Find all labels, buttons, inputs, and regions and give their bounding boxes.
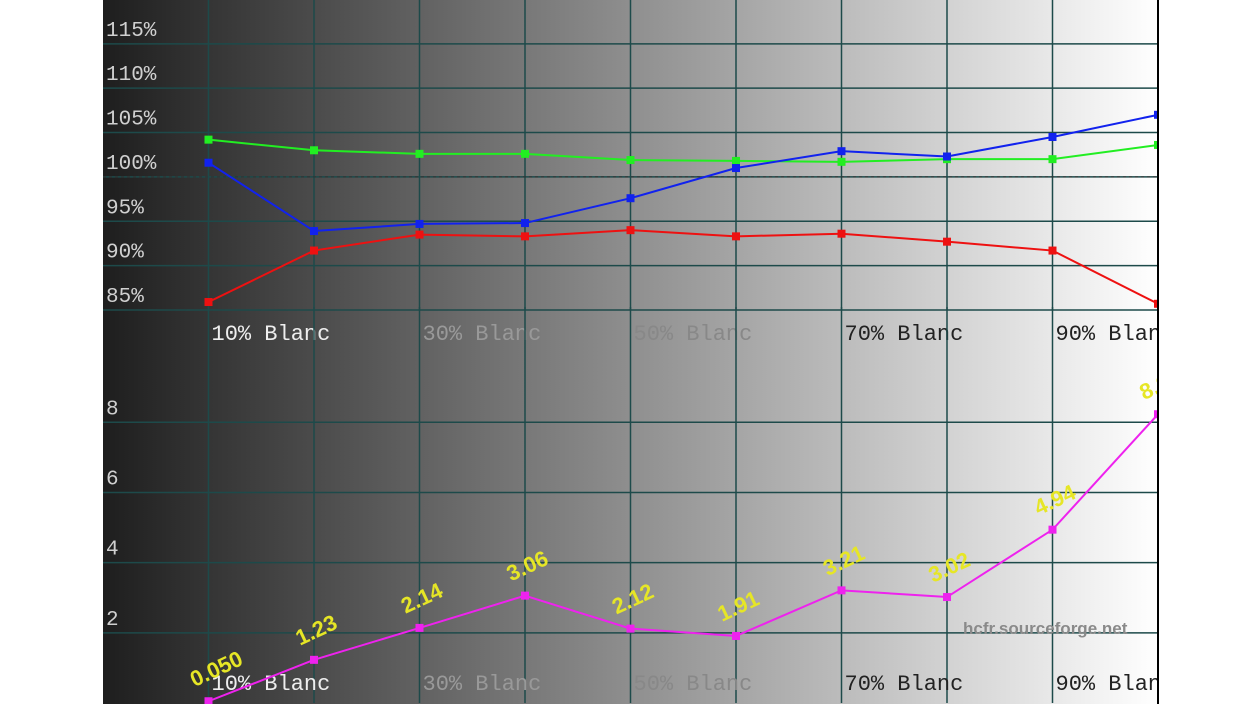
point bbox=[1154, 110, 1158, 119]
y-tick-label: 100% bbox=[106, 153, 157, 176]
point bbox=[837, 147, 846, 156]
series-line bbox=[208, 138, 1158, 163]
point bbox=[1048, 132, 1057, 141]
point bbox=[204, 298, 213, 307]
point bbox=[943, 237, 951, 246]
point bbox=[732, 164, 740, 173]
point bbox=[521, 591, 529, 600]
y-tick-label: 115% bbox=[106, 20, 157, 43]
point bbox=[415, 149, 424, 158]
point bbox=[837, 586, 846, 595]
point bbox=[310, 146, 318, 155]
point bbox=[415, 230, 424, 239]
point bbox=[204, 158, 213, 167]
plot-area: 85% 90% 95% 100% 105% 110% 115% 10% Blanc 30% Bl… bbox=[103, 0, 1175, 704]
point bbox=[521, 232, 529, 241]
y-tick-label: 90% bbox=[106, 242, 144, 265]
point bbox=[626, 156, 635, 165]
x-tick-label: 90% Blanc bbox=[1056, 322, 1175, 347]
y-tick-label: 8 bbox=[106, 398, 119, 421]
point bbox=[732, 156, 740, 165]
series-line bbox=[208, 413, 1158, 703]
x-tick-label: 90% Blanc bbox=[1056, 672, 1175, 697]
point bbox=[204, 697, 213, 704]
x-tick-label: 30% Blanc bbox=[423, 322, 542, 347]
point bbox=[1154, 410, 1158, 419]
point bbox=[732, 232, 740, 241]
y-tick-label: 2 bbox=[106, 609, 119, 632]
watermark: hcfr.sourceforge.net bbox=[963, 619, 1128, 638]
point bbox=[310, 655, 318, 664]
x-tick-label: 50% Blanc bbox=[634, 322, 753, 347]
series-line bbox=[207, 113, 1158, 233]
point bbox=[521, 149, 529, 158]
point bbox=[415, 219, 424, 228]
x-tick-label: 10% Blanc bbox=[212, 322, 331, 347]
point bbox=[732, 631, 740, 640]
point bbox=[837, 229, 846, 238]
point bbox=[1048, 155, 1057, 164]
point bbox=[204, 135, 213, 144]
y-tick-label: 110% bbox=[106, 64, 157, 87]
point bbox=[626, 624, 635, 633]
point bbox=[310, 246, 318, 255]
y-tick-label: 105% bbox=[106, 109, 157, 132]
point bbox=[943, 593, 951, 602]
point bbox=[310, 227, 318, 236]
point bbox=[1048, 525, 1057, 534]
point bbox=[626, 194, 635, 203]
point bbox=[521, 219, 529, 228]
series-line bbox=[208, 229, 1158, 305]
x-tick-label: 30% Blanc bbox=[423, 672, 542, 697]
point bbox=[1154, 140, 1158, 149]
x-tick-label: 50% Blanc bbox=[634, 672, 753, 697]
point bbox=[943, 152, 951, 161]
x-tick-label: 70% Blanc bbox=[845, 322, 964, 347]
point bbox=[1048, 246, 1057, 255]
y-tick-label: 6 bbox=[106, 468, 119, 491]
point bbox=[415, 623, 424, 632]
y-tick-label: 4 bbox=[106, 539, 119, 562]
x-tick-label: 70% Blanc bbox=[845, 672, 964, 697]
point bbox=[626, 226, 635, 235]
point bbox=[837, 157, 846, 166]
y-tick-label: 85% bbox=[106, 286, 144, 309]
point bbox=[1154, 299, 1158, 308]
y-tick-label: 95% bbox=[106, 197, 144, 220]
